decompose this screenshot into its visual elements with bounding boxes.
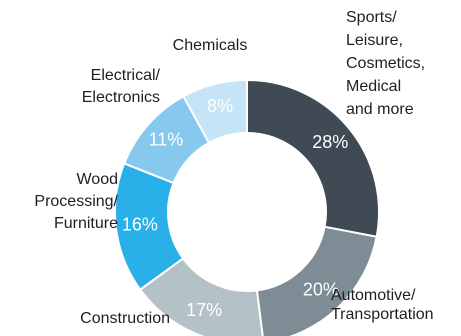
slice-value-label: 8% (207, 96, 233, 116)
category-label: Sports/Leisure, Cosmetics, Medical and more (346, 9, 425, 118)
category-label-line: Medical (346, 78, 401, 95)
category-label-line: Transportation (331, 306, 434, 323)
category-label-line: Electronics (82, 89, 160, 106)
category-label: Automotive/Transportation (331, 287, 434, 323)
category-label-line: and more (346, 101, 414, 118)
slice-value-label: 20% (303, 279, 339, 299)
donut-slice (182, 78, 248, 145)
slice-value-label: 28% (312, 132, 348, 152)
category-label-line: Wood (76, 171, 118, 188)
donut-slice (246, 78, 380, 238)
category-label: Construction (80, 310, 170, 327)
category-label-line: Sports/ (346, 9, 397, 26)
category-label: Electrical/Electronics (82, 67, 161, 106)
category-label-line: Electrical/ (91, 67, 161, 84)
category-label-line: Construction (80, 310, 170, 327)
slice-value-label: 16% (122, 214, 158, 234)
category-label-line: Automotive/ (331, 287, 416, 304)
slice-value-label: 11% (149, 129, 184, 149)
category-label-line: Processing/ (34, 193, 118, 210)
category-label-line: Leisure, (346, 32, 403, 49)
category-label-line: Furniture (54, 215, 118, 232)
category-label-line: Chemicals (173, 37, 248, 54)
category-label: Wood Processing/Furniture (34, 171, 118, 232)
donut-slice (255, 225, 378, 336)
slice-value-label: 17% (186, 300, 222, 320)
category-label-line: Cosmetics, (346, 55, 425, 72)
category-label: Chemicals (173, 37, 248, 54)
